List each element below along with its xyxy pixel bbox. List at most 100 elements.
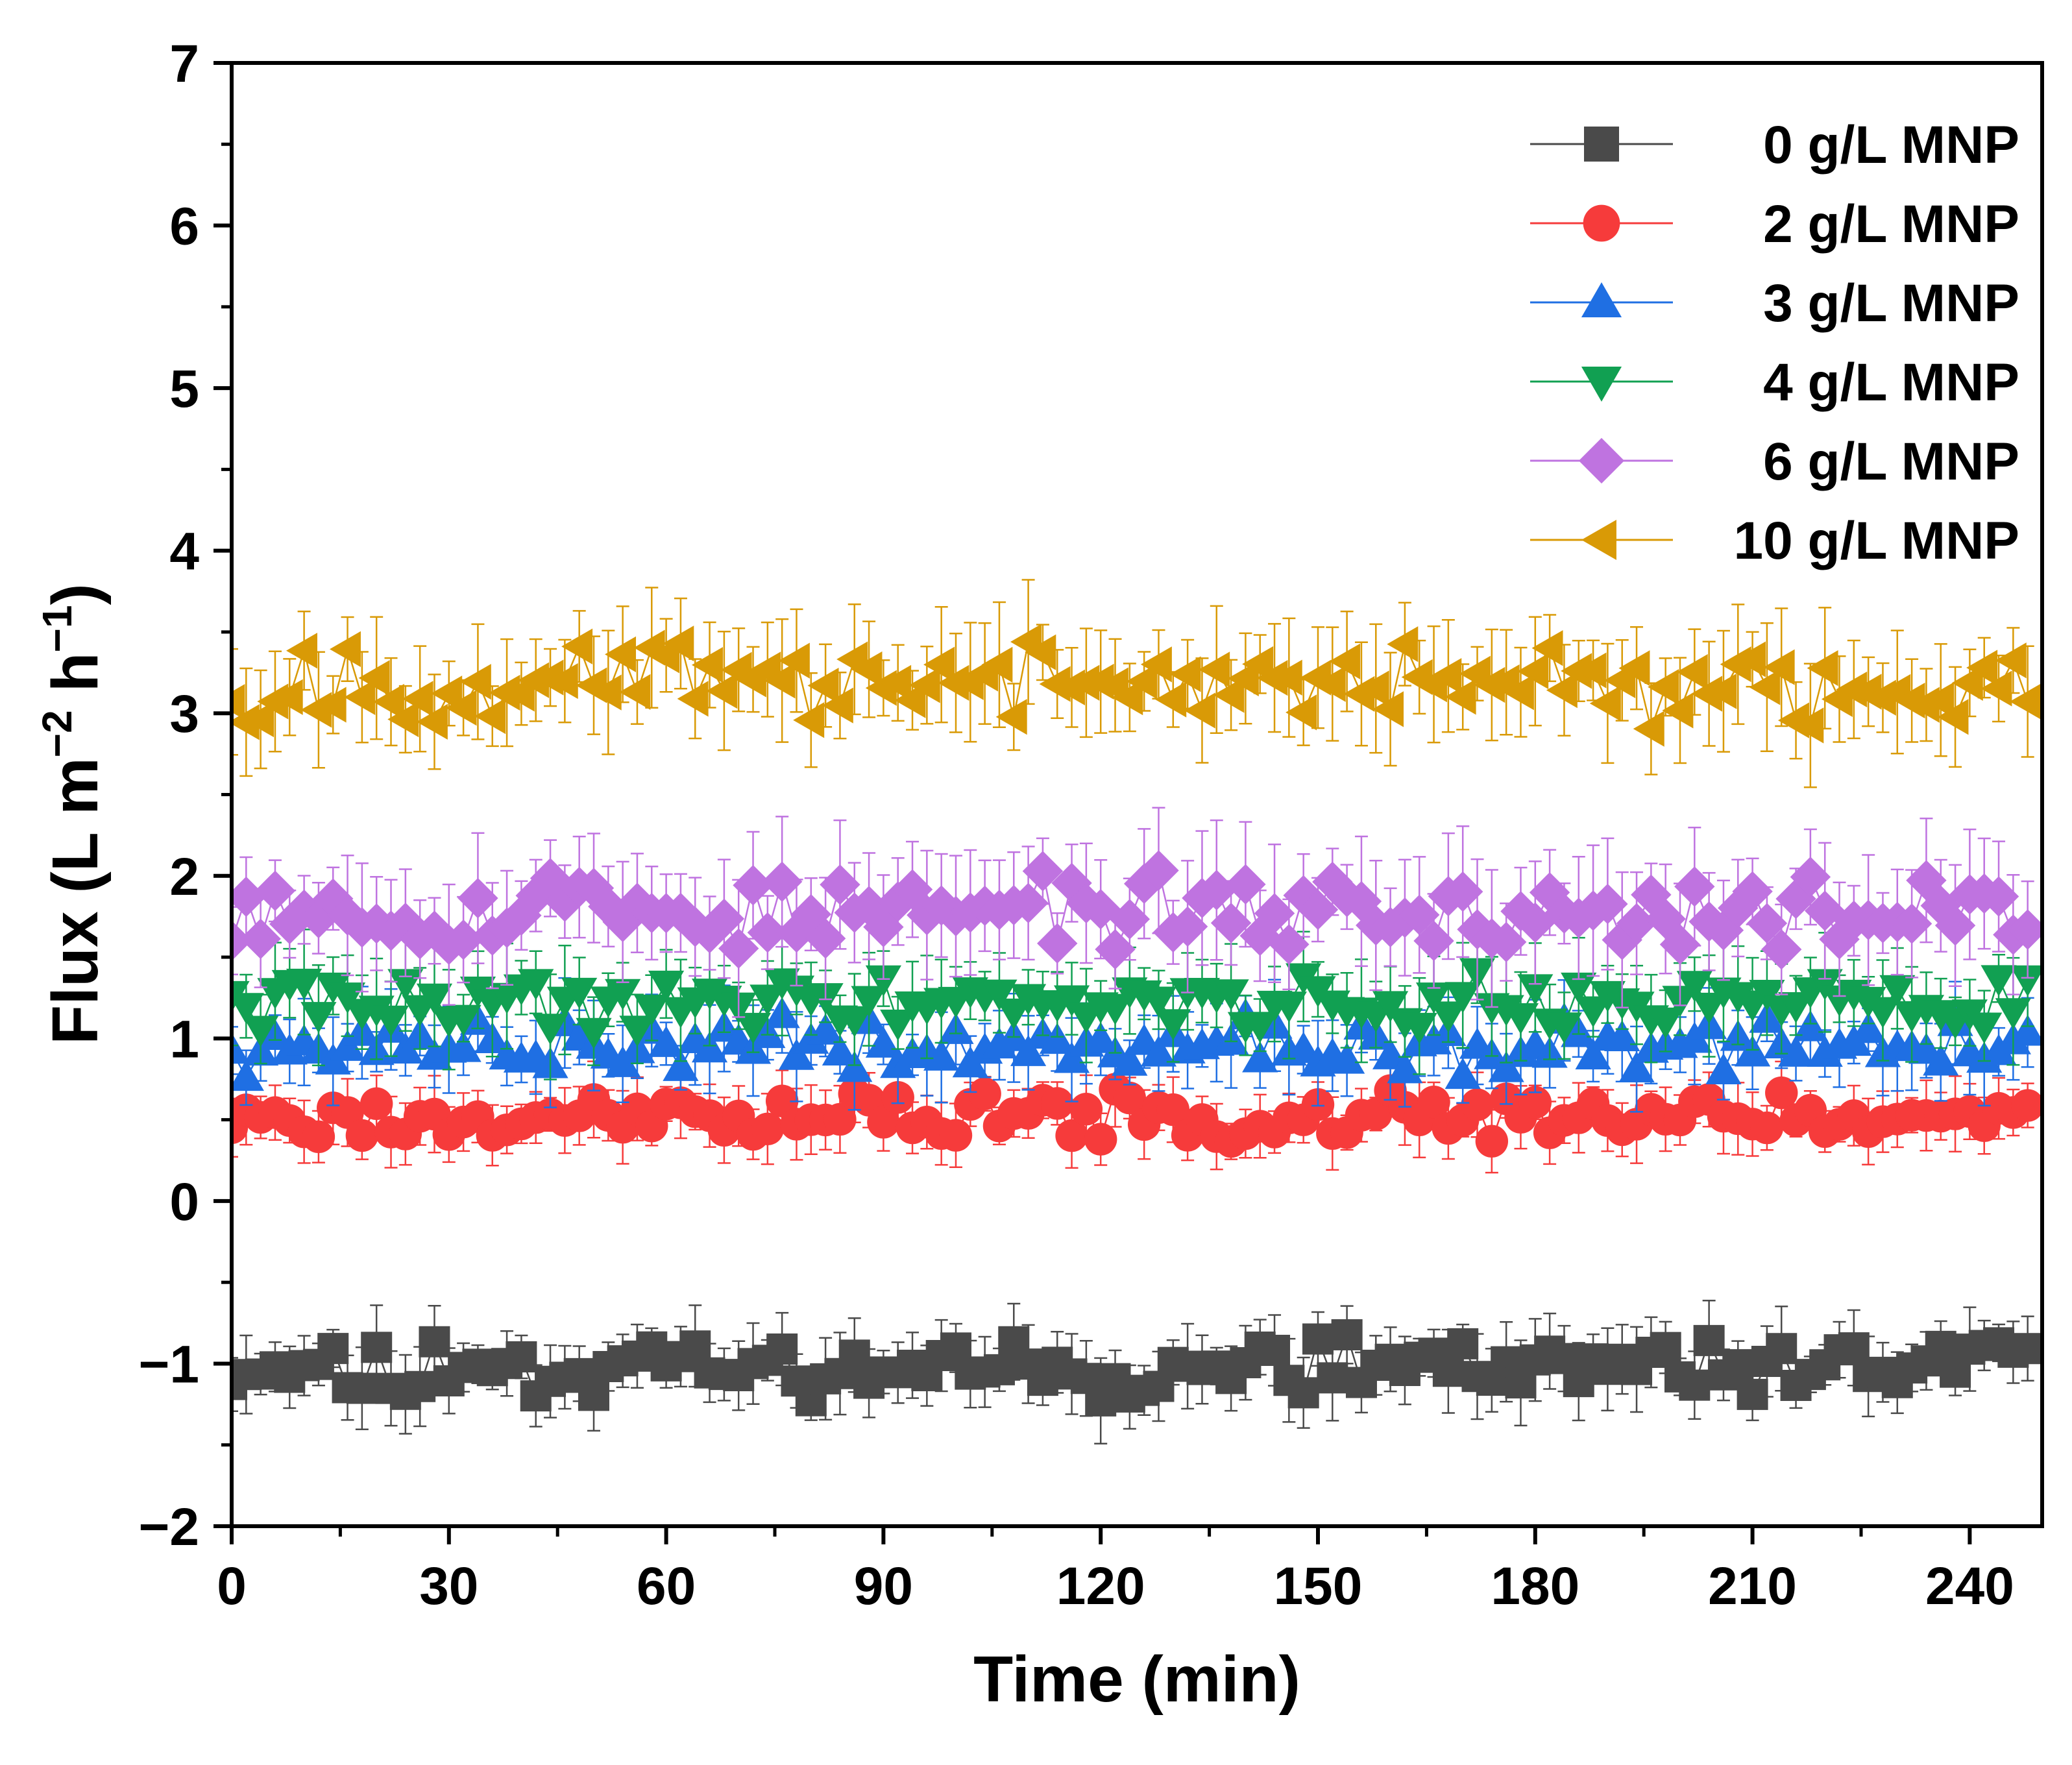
y-tick-label: 6 <box>169 197 199 256</box>
data-point <box>561 628 593 664</box>
data-point <box>1618 650 1650 687</box>
data-point <box>1517 974 1554 1006</box>
data-point <box>243 701 274 738</box>
data-point <box>1372 991 1409 1023</box>
data-point <box>1053 1041 1090 1073</box>
series-6-g-l-mnp <box>232 807 2042 1018</box>
y-axis-title-part: ) <box>39 583 112 605</box>
data-point <box>327 895 368 936</box>
data-point <box>1864 997 1901 1029</box>
data-point <box>472 915 513 956</box>
data-point <box>923 646 955 683</box>
data-point <box>1575 996 1611 1028</box>
data-point <box>1966 1012 2003 1044</box>
data-point <box>677 681 709 717</box>
data-point <box>1055 1119 1088 1152</box>
x-tick-label: 120 <box>1056 1557 1145 1616</box>
data-point <box>1387 1052 1423 1084</box>
data-point <box>1372 691 1404 727</box>
data-point <box>532 659 564 696</box>
data-point <box>271 679 303 715</box>
data-point <box>1140 646 1172 683</box>
data-point <box>1790 857 1831 897</box>
data-point <box>1415 982 1452 1014</box>
data-point <box>1041 1087 1074 1120</box>
data-point <box>1693 1324 1725 1356</box>
data-point <box>939 1119 973 1152</box>
data-point <box>1358 670 1389 707</box>
data-point <box>1587 883 1628 925</box>
data-point <box>1879 975 1916 1006</box>
data-point <box>706 673 738 709</box>
data-point <box>372 683 404 720</box>
data-point <box>385 902 426 943</box>
y-axis-title-sup: −1 <box>34 605 80 652</box>
data-point <box>733 865 774 906</box>
data-point <box>1213 677 1245 713</box>
data-point <box>1022 851 1064 892</box>
data-point <box>892 869 933 910</box>
data-point <box>766 1333 798 1365</box>
legend-item: 3 g/L MNP <box>1530 274 2019 333</box>
data-point <box>1777 1035 1814 1067</box>
data-point <box>1417 1086 1450 1119</box>
data-point <box>1037 923 1078 964</box>
data-point <box>605 636 637 672</box>
data-point <box>877 881 918 922</box>
data-point <box>778 1038 815 1070</box>
data-point <box>1140 1035 1177 1067</box>
data-point <box>1126 663 1158 700</box>
data-point <box>822 1034 859 1066</box>
data-point <box>880 1009 916 1041</box>
data-point <box>1676 654 1708 690</box>
legend-item: 4 g/L MNP <box>1530 353 2019 412</box>
data-point <box>633 994 670 1026</box>
data-point <box>1761 929 1802 970</box>
data-point <box>1819 919 1860 960</box>
data-point <box>735 1012 772 1044</box>
y-axis: −2 −1 0 1 2 3 4 5 6 7 <box>139 34 232 1557</box>
data-point <box>805 918 846 959</box>
data-point <box>776 912 817 953</box>
data-point <box>416 983 453 1015</box>
data-point <box>836 1051 873 1082</box>
data-point <box>1891 903 1932 944</box>
legend-label: 10 g/L MNP <box>1734 511 2019 570</box>
y-axis-title-sup: −2 <box>34 710 80 757</box>
data-point <box>851 986 887 1017</box>
y-tick-label: −2 <box>139 1498 200 1557</box>
data-point <box>1807 650 1838 687</box>
data-point <box>660 892 701 934</box>
data-point <box>764 663 796 699</box>
data-point <box>1225 864 1266 905</box>
data-point <box>2010 965 2042 997</box>
data-point <box>1271 659 1302 696</box>
data-point <box>838 1339 870 1371</box>
data-point <box>1705 673 1737 709</box>
data-point <box>232 876 267 918</box>
data-point <box>1951 664 1983 701</box>
data-point <box>1329 1042 1365 1074</box>
data-point <box>445 690 477 726</box>
data-point <box>1123 863 1165 905</box>
data-point <box>402 681 433 717</box>
data-point <box>1080 889 1121 930</box>
data-point <box>1084 1123 1117 1156</box>
data-point <box>1995 642 2027 679</box>
data-point <box>1978 876 2019 917</box>
data-point <box>923 1039 960 1071</box>
data-point <box>1765 1076 1798 1110</box>
data-point <box>1934 905 1976 946</box>
data-point <box>372 1005 409 1037</box>
data-point <box>358 660 390 696</box>
data-point <box>691 647 723 683</box>
data-point <box>1447 1328 1479 1359</box>
data-point <box>1317 1362 1348 1394</box>
data-point <box>1039 666 1071 702</box>
data-point <box>1792 707 1824 744</box>
data-point <box>1167 906 1208 947</box>
y-tick-label: 4 <box>169 522 199 581</box>
data-point <box>619 674 651 711</box>
data-point <box>506 1341 537 1373</box>
legend-marker <box>1583 204 1620 242</box>
